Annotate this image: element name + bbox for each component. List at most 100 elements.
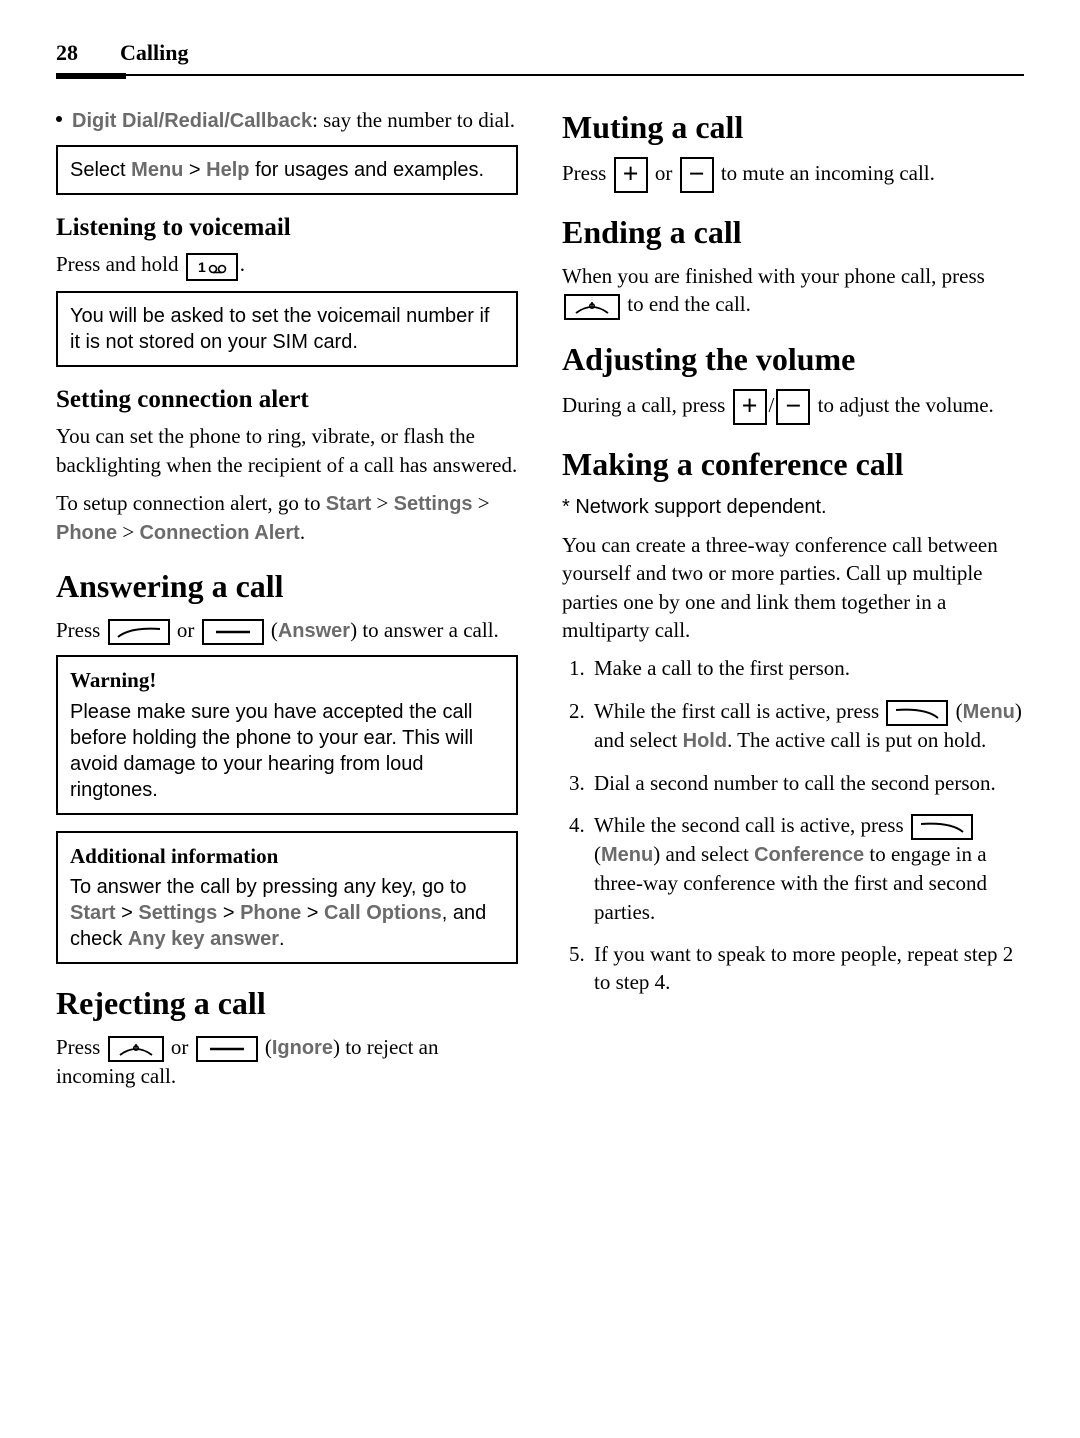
help-note-gt1: > [183, 159, 206, 181]
additional-info-box: Additional information To answer the cal… [56, 831, 518, 964]
svg-text:1: 1 [198, 259, 206, 275]
answering-heading: Answering a call [56, 565, 518, 608]
bullet-icon [56, 116, 62, 122]
conference-intro: You can create a three-way conference ca… [562, 531, 1024, 644]
voicemail-note-box: You will be asked to set the voicemail n… [56, 291, 518, 367]
s2-rp: ) [1015, 699, 1022, 723]
s2-pre: While the first call is active, press [594, 699, 884, 723]
rejecting-line: Press or (Ignore) to reject an incoming … [56, 1033, 518, 1091]
conference-steps: Make a call to the first person. While t… [562, 654, 1024, 996]
page-header: 28 Calling [56, 38, 1024, 76]
muting-heading: Muting a call [562, 106, 1024, 149]
voicemail-note-text: You will be asked to set the voicemail n… [70, 305, 489, 353]
chapter-title: Calling [120, 38, 188, 68]
softkey-right-icon [886, 700, 948, 726]
help-note-pre: Select [70, 159, 131, 181]
rejecting-heading: Rejecting a call [56, 982, 518, 1025]
help-note-menu: Menu [131, 159, 183, 181]
softkey-right-icon [911, 814, 973, 840]
answering-line: Press or (Answer) to answer a call. [56, 616, 518, 645]
s4-mid: and select [660, 842, 754, 866]
volume-pre: During a call, press [562, 393, 731, 417]
muting-post: to mute an incoming call. [716, 161, 935, 185]
connection-alert-body: You can set the phone to ring, vibrate, … [56, 422, 518, 479]
bullet-digit-dial: Digit Dial/Redial/Callback: say the numb… [56, 106, 518, 135]
help-note-help: Help [206, 159, 249, 181]
volume-heading: Adjusting the volume [562, 338, 1024, 381]
addl-pre: To answer the call by pressing any key, … [70, 876, 467, 898]
s2-lp: ( [950, 699, 962, 723]
s2-post: . The active call is put on hold. [727, 728, 986, 752]
answering-post: to answer a call. [357, 618, 499, 642]
warning-body: Please make sure you have accepted the c… [70, 699, 504, 803]
answering-pre: Press [56, 618, 106, 642]
s2-hold: Hold [683, 730, 727, 752]
key-1-voicemail-icon: 1 [186, 253, 238, 281]
addl-g3: > [301, 902, 324, 924]
ending-post: to end the call. [622, 292, 751, 316]
additional-info-heading: Additional information [70, 843, 504, 870]
page-number: 28 [56, 38, 78, 68]
conference-footnote: * Network support dependent. [562, 494, 1024, 521]
connection-alert-path: To setup connection alert, go to Start >… [56, 489, 518, 547]
voicemail-period: . [240, 252, 245, 276]
minus-key-icon: − [776, 389, 810, 425]
help-note-box: Select Menu > Help for usages and exampl… [56, 145, 518, 195]
digit-dial-tail: : say the number to dial. [312, 108, 515, 132]
header-underline-accent [56, 73, 126, 79]
addl-a3: Phone [240, 902, 301, 924]
conn-p1: Start [326, 493, 372, 515]
muting-pre: Press [562, 161, 612, 185]
addl-a5: Any key answer [128, 928, 279, 950]
softkey-right-icon [202, 619, 264, 645]
voicemail-press: Press and hold [56, 252, 184, 276]
digit-dial-lead: Digit Dial/Redial/Callback [72, 110, 312, 132]
ending-line: When you are finished with your phone ca… [562, 262, 1024, 320]
plus-key-icon: + [614, 157, 648, 193]
plus-key-icon: + [733, 389, 767, 425]
rejecting-pre: Press [56, 1035, 106, 1059]
volume-line: During a call, press +/− to adjust the v… [562, 389, 1024, 425]
conference-step-4: While the second call is active, press (… [590, 811, 1024, 926]
voicemail-heading: Listening to voicemail [56, 211, 518, 245]
conn-p4: Connection Alert [139, 522, 299, 544]
conference-step-3: Dial a second number to call the second … [590, 769, 1024, 797]
conn-setup-pre: To setup connection alert, go to [56, 491, 326, 515]
conn-p3: Phone [56, 522, 117, 544]
rejecting-ignore: Ignore [272, 1037, 333, 1059]
conn-period: . [300, 520, 305, 544]
voicemail-line: Press and hold 1 . [56, 250, 518, 280]
minus-key-icon: − [680, 157, 714, 193]
answering-answer: Answer [278, 620, 350, 642]
s2-mid: and select [594, 728, 683, 752]
volume-slash: / [769, 393, 775, 417]
ending-pre: When you are finished with your phone ca… [562, 264, 985, 288]
answering-or: or [172, 618, 200, 642]
help-note-post: for usages and examples. [250, 159, 485, 181]
addl-a2: Settings [138, 902, 217, 924]
s4-conf: Conference [754, 844, 864, 866]
conn-gt3: > [117, 520, 139, 544]
muting-or: or [650, 161, 678, 185]
rejecting-rp: ) [333, 1035, 340, 1059]
addl-a4: Call Options [324, 902, 442, 924]
connection-alert-heading: Setting connection alert [56, 383, 518, 417]
s4-menu: Menu [601, 844, 653, 866]
addl-g2: > [217, 902, 240, 924]
conn-p2: Settings [394, 493, 473, 515]
two-column-layout: Digit Dial/Redial/Callback: say the numb… [56, 106, 1024, 1101]
conference-step-5: If you want to speak to more people, rep… [590, 940, 1024, 997]
addl-period: . [279, 928, 285, 950]
rejecting-lp: ( [260, 1035, 272, 1059]
end-key-icon [564, 294, 620, 320]
addl-a1: Start [70, 902, 116, 924]
ending-heading: Ending a call [562, 211, 1024, 254]
conn-gt1: > [371, 491, 393, 515]
softkey-right-icon [196, 1036, 258, 1062]
s4-pre: While the second call is active, press [594, 813, 909, 837]
conference-step-1: Make a call to the first person. [590, 654, 1024, 682]
volume-post: to adjust the volume. [812, 393, 993, 417]
right-column: Muting a call Press + or − to mute an in… [562, 106, 1024, 1101]
rejecting-or: or [166, 1035, 194, 1059]
s2-menu: Menu [963, 701, 1015, 723]
